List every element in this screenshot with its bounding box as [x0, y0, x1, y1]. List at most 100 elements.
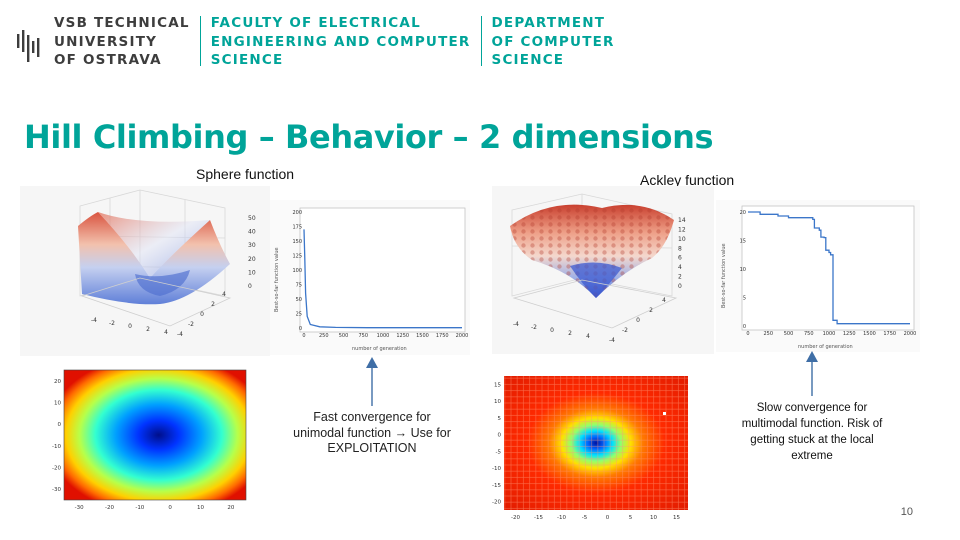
x-tick-label: 15 [673, 515, 680, 521]
ackley-surface-plot: 14 12 10 8 6 4 2 0 -4 -2 0 2 4 -4 -2 0 2 4 [492, 186, 714, 354]
x-tick-label: 2000 [904, 331, 917, 337]
y-tick-label: -4 [177, 331, 183, 338]
sphere-heatmap [64, 370, 246, 500]
x-tick-label: -10 [557, 515, 566, 521]
y-tick-label: 125 [292, 254, 302, 260]
x-tick-label: 750 [804, 331, 814, 337]
y-tick-label: -5 [496, 449, 502, 455]
x-tick-label: -15 [534, 515, 543, 521]
x-tick-label: -2 [531, 324, 537, 331]
y-tick-label: -30 [52, 487, 61, 493]
x-tick-label: 0 [128, 323, 132, 330]
x-tick-label: -4 [91, 317, 97, 324]
y-tick-label: 75 [296, 283, 302, 289]
x-tick-label: 20 [227, 505, 234, 511]
note-line: extreme [791, 450, 833, 462]
x-tick-label: 4 [164, 329, 168, 336]
y-tick-label: -2 [622, 327, 628, 334]
sphere-arrow [366, 357, 378, 406]
x-tick-label: -20 [105, 505, 114, 511]
y-tick-label: -10 [492, 466, 501, 472]
z-tick-label: 20 [248, 256, 256, 263]
x-tick-label: 750 [358, 333, 368, 339]
z-tick-label: 8 [678, 245, 682, 252]
y-tick-label: 200 [292, 210, 302, 216]
x-tick-label: 500 [784, 331, 794, 337]
y-tick-label: -10 [52, 444, 61, 450]
sphere-convergence-line [303, 229, 462, 329]
x-tick-label: 2000 [456, 333, 469, 339]
x-tick-label: 0 [168, 505, 172, 511]
z-tick-label: 6 [678, 255, 682, 262]
y-tick-label: 5 [498, 416, 502, 422]
y-tick-label: 0 [200, 311, 204, 318]
x-tick-label: 1000 [823, 331, 836, 337]
sphere-surface-plot: 50 40 30 20 10 0 -4 -2 0 2 4 -4 -2 0 2 4 [20, 186, 270, 356]
x-tick-label: 0 [550, 327, 554, 334]
y-tick-label: -20 [52, 466, 61, 472]
faculty-line: SCIENCE [210, 52, 284, 68]
y-tick-label: 0 [636, 317, 640, 324]
x-axis-label: number of generation [798, 344, 853, 350]
x-tick-label: 1500 [416, 333, 429, 339]
x-tick-label: 0 [302, 333, 305, 339]
best-point-marker [663, 412, 666, 415]
z-tick-label: 10 [248, 269, 256, 276]
x-tick-label: -2 [109, 320, 115, 327]
ackley-convergence-line [748, 211, 910, 325]
y-tick-label: 20 [54, 379, 61, 385]
university-name: VSB TECHNICAL UNIVERSITY OF OSTRAVA [54, 14, 190, 70]
y-tick-label: 100 [292, 268, 302, 274]
y-tick-label: 0 [58, 422, 62, 428]
note-line: multimodal function. Risk of [741, 418, 883, 430]
x-tick-label: 2 [568, 330, 572, 337]
note-line: EXPLOITATION [327, 441, 417, 455]
y-tick-label: 20 [740, 210, 746, 216]
y-tick-label: 0 [498, 433, 502, 439]
university-line: OF OSTRAVA [54, 52, 162, 68]
faculty-line: FACULTY OF ELECTRICAL [210, 15, 421, 31]
y-tick-label: 4 [222, 291, 226, 298]
x-tick-label: 4 [586, 333, 590, 340]
department-line: OF COMPUTER [491, 33, 615, 50]
sphere-note: Fast convergence for unimodal function →… [284, 410, 460, 457]
y-tick-label: 25 [296, 312, 302, 318]
header: VSB TECHNICAL UNIVERSITY OF OSTRAVA FACU… [16, 14, 615, 70]
x-tick-label: -30 [75, 505, 84, 511]
header-divider [480, 16, 482, 66]
y-tick-label: 0 [743, 324, 746, 330]
ackley-heatmap-plot: -20 -15 -10 -5 0 5 10 15 15 10 5 0 -5 -10 -15 -20 [480, 372, 692, 524]
header-divider [199, 16, 201, 66]
y-tick-label: 4 [662, 297, 666, 304]
page-number: 10 [900, 506, 913, 518]
z-tick-label: 30 [248, 242, 256, 249]
y-tick-label: 15 [740, 239, 746, 245]
y-tick-label: 10 [740, 267, 746, 273]
sphere-surface [78, 212, 230, 305]
x-tick-label: 0 [606, 515, 610, 521]
note-line: unimodal function → Use for [293, 425, 451, 440]
z-tick-label: 40 [248, 229, 256, 236]
y-tick-label: 10 [494, 399, 501, 405]
y-tick-label: 175 [292, 225, 302, 231]
x-tick-label: 1000 [377, 333, 390, 339]
ackley-arrow [806, 351, 818, 396]
y-axis-label: Best-so-far function value [721, 243, 727, 308]
ackley-convergence-plot: 0 250 500 750 1000 1250 1500 1750 2000 0 5 10 15 20 B… [716, 200, 920, 352]
ackley-caption: Ackley function [640, 172, 735, 188]
note-line: Fast convergence for [313, 410, 431, 424]
note-line: getting stuck at the local [750, 434, 874, 446]
y-tick-label: -20 [492, 500, 501, 506]
sphere-caption: Sphere function [196, 166, 295, 182]
x-tick-label: 10 [197, 505, 204, 511]
x-tick-label: 10 [650, 515, 657, 521]
y-tick-label: 150 [292, 239, 302, 245]
x-tick-label: 5 [629, 515, 633, 521]
department-name: DEPARTMENT OF COMPUTER SCIENCE [492, 14, 615, 70]
z-tick-label: 4 [678, 264, 682, 271]
department-line: SCIENCE [491, 52, 565, 68]
y-axis-label: Best-so-far function value [274, 247, 280, 312]
x-tick-label: -20 [511, 515, 520, 521]
university-line: VSB TECHNICAL [54, 15, 190, 31]
note-line: Slow convergence for [756, 402, 868, 414]
